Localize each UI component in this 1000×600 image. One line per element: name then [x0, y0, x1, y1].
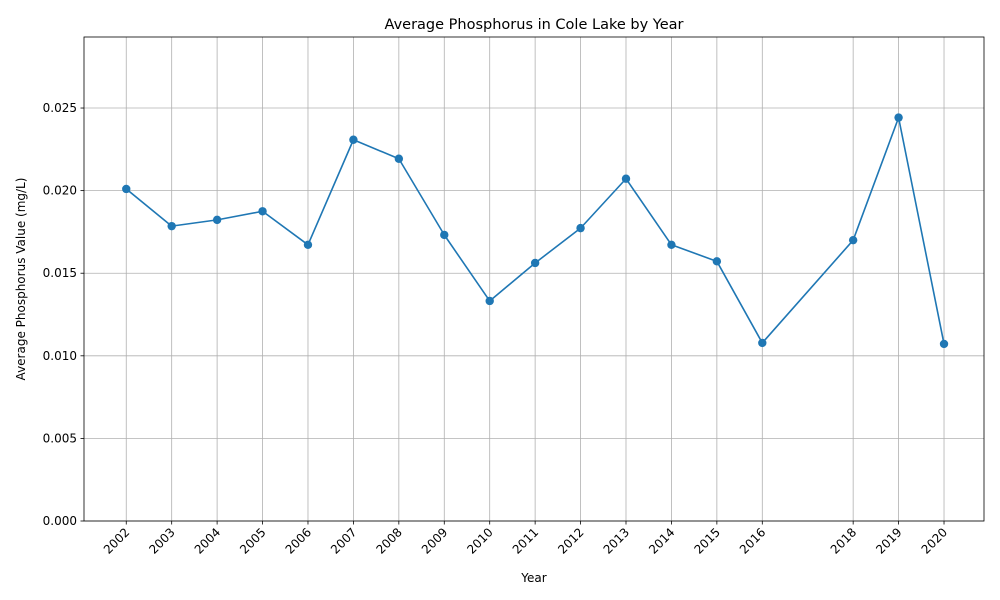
- chart-title: Average Phosphorus in Cole Lake by Year: [385, 17, 684, 33]
- x-axis-title: Year: [520, 571, 546, 585]
- data-point: [848, 235, 858, 245]
- data-point: [621, 174, 631, 183]
- data-point: [394, 154, 404, 163]
- data-point: [485, 296, 494, 306]
- y-tick-label: 0.020: [43, 184, 77, 198]
- y-tick-label: 0.010: [43, 349, 77, 363]
- data-point: [530, 258, 540, 268]
- data-point: [712, 257, 722, 266]
- data-point: [258, 207, 267, 216]
- data-point: [122, 184, 131, 194]
- y-tick-label: 0.000: [43, 514, 77, 528]
- data-point: [167, 221, 176, 231]
- data-point: [939, 339, 949, 349]
- y-tick-label: 0.005: [43, 431, 77, 445]
- plot-frame: [83, 36, 985, 522]
- y-tick-label: 0.025: [43, 101, 77, 115]
- data-point: [303, 240, 313, 250]
- series-line: [125, 116, 945, 345]
- data-point: [894, 113, 903, 122]
- grid-lines: [84, 37, 984, 522]
- data-point: [667, 240, 676, 250]
- y-tick-label: 0.015: [43, 266, 77, 280]
- data-point: [349, 135, 358, 144]
- data-point: [212, 215, 222, 225]
- y-axis: 0.000 0.005 0.010 0.015 0.020 0.025: [43, 101, 84, 528]
- data-series: [122, 113, 949, 349]
- data-point: [758, 338, 767, 348]
- y-axis-title: Average Phosphorus Value (mg/L): [14, 178, 28, 381]
- data-point: [576, 223, 585, 233]
- data-point: [440, 230, 449, 240]
